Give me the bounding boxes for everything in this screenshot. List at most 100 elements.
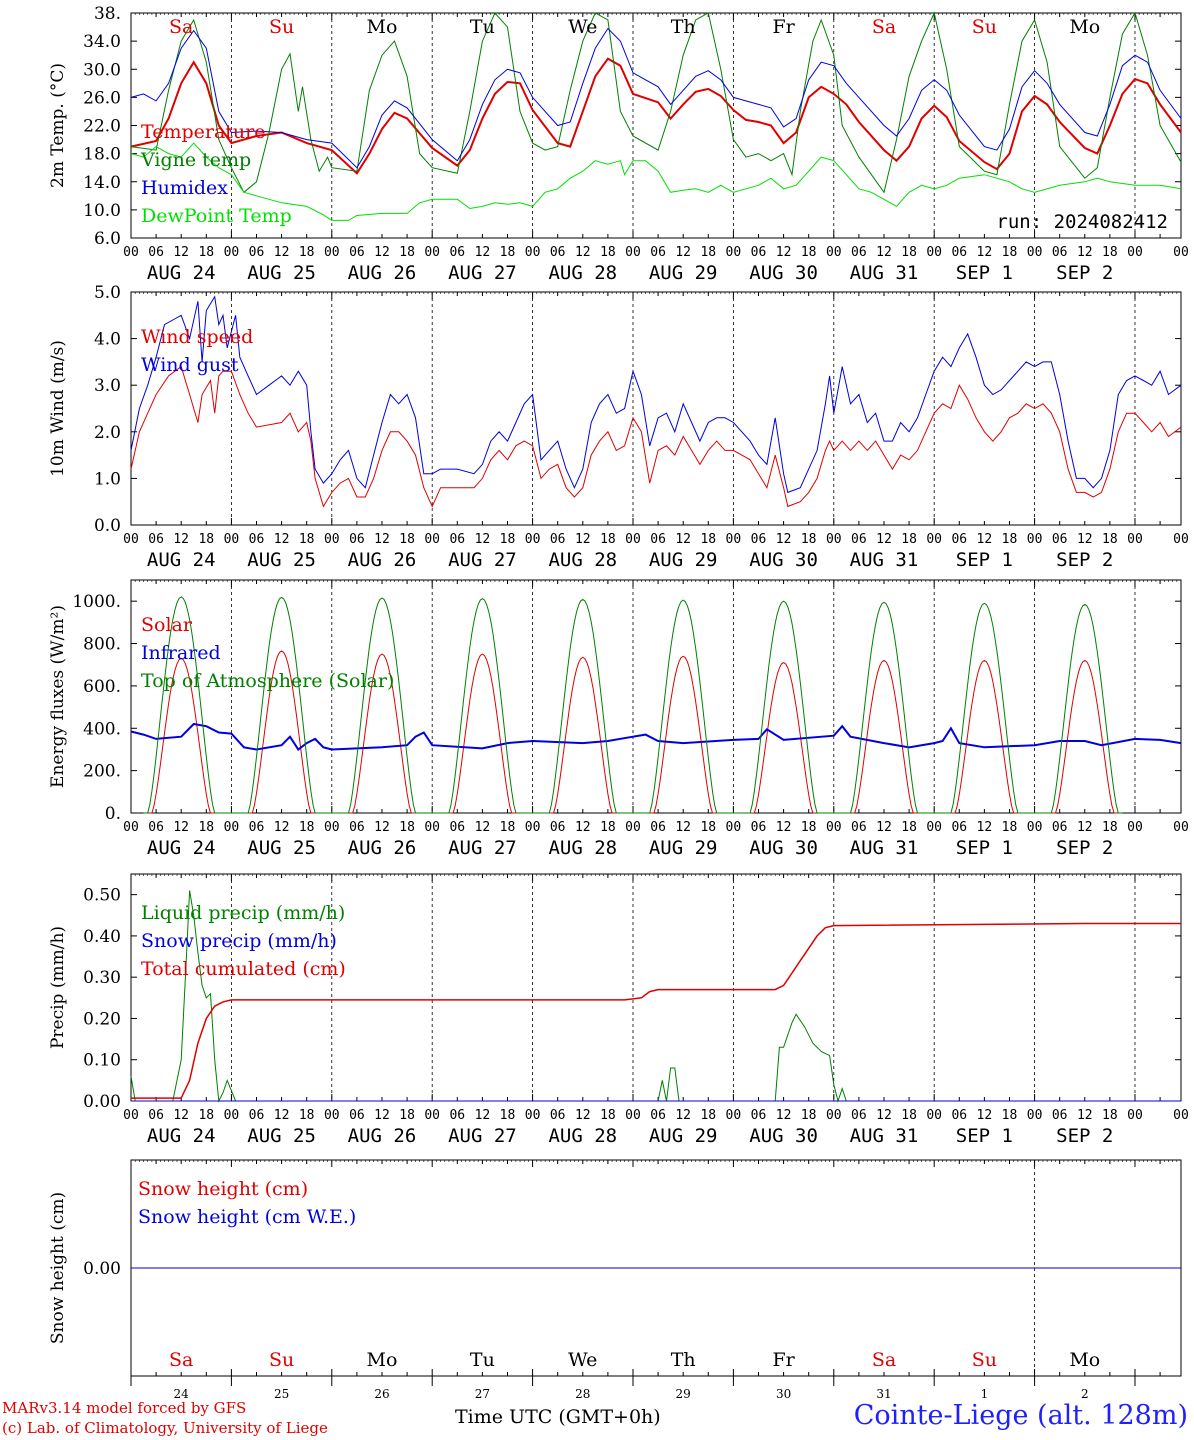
x-hour-label: 00 <box>424 820 440 835</box>
y-tick-label: 800. <box>83 635 121 655</box>
x-hour-label: 18 <box>1102 1108 1118 1123</box>
x-hour-label: 18 <box>700 820 716 835</box>
x-hour-label: 00 <box>1127 1108 1143 1123</box>
x-hour-label: 18 <box>901 820 917 835</box>
x-hour-label: 00 <box>926 245 942 260</box>
x-hour-label: 18 <box>399 532 415 547</box>
x-hour-label: 00 <box>625 1108 641 1123</box>
x-hour-label: 06 <box>1052 532 1068 547</box>
x-date-label: AUG 29 <box>649 1125 718 1147</box>
y-axis-label: Precip (mm/h) <box>48 926 68 1049</box>
x-hour-label: 06 <box>951 1108 967 1123</box>
legend-entry: Total cumulated (cm) <box>141 958 346 980</box>
day-number-label: 31 <box>876 1387 891 1401</box>
x-hour-label: 18 <box>299 820 315 835</box>
x-hour-label: 18 <box>500 1108 516 1123</box>
x-hour-label: 06 <box>851 1108 867 1123</box>
x-hour-label: 12 <box>173 820 189 835</box>
x-hour-label: 06 <box>1052 245 1068 260</box>
x-date-label: AUG 29 <box>649 262 718 284</box>
x-hour-label: 18 <box>901 1108 917 1123</box>
x-hour-label: 00 <box>826 820 842 835</box>
legend-entry: Solar <box>141 614 193 636</box>
x-hour-label: 12 <box>977 1108 993 1123</box>
x-hour-label: 06 <box>349 532 365 547</box>
x-hour-label: 00 <box>224 532 240 547</box>
x-hour-label: 12 <box>776 1108 792 1123</box>
x-hour-label: 06 <box>449 532 465 547</box>
x-hour-label: 12 <box>575 1108 591 1123</box>
legend-entry: Humidex <box>141 177 228 199</box>
y-tick-label: 14.0 <box>83 173 121 193</box>
legend-entry: Snow precip (mm/h) <box>141 930 337 952</box>
x-date-label: SEP 2 <box>1056 549 1113 571</box>
x-hour-label: 18 <box>801 245 817 260</box>
station-name: Cointe-Liege (alt. 128m) <box>853 1400 1188 1431</box>
x-hour-label: 00 <box>926 532 942 547</box>
x-hour-label: 18 <box>600 532 616 547</box>
x-hour-label: 12 <box>575 532 591 547</box>
x-hour-label: 18 <box>1102 245 1118 260</box>
panel-frame-3 <box>130 579 1182 814</box>
credit-lab: (c) Lab. of Climatology, University of L… <box>2 1419 328 1437</box>
x-hour-label: 06 <box>449 245 465 260</box>
y-axis-label: Energy fluxes (W/m²) <box>48 605 68 788</box>
y-tick-label: 400. <box>83 719 121 739</box>
x-hour-label: 12 <box>876 820 892 835</box>
x-hour-label: 06 <box>249 532 265 547</box>
x-date-label: AUG 30 <box>749 549 818 571</box>
x-hour-label: 12 <box>876 532 892 547</box>
x-date-label: AUG 24 <box>147 837 216 859</box>
x-hour-label: 06 <box>349 1108 365 1123</box>
x-hour-label: 00 <box>826 532 842 547</box>
x-date-label: SEP 1 <box>956 1125 1013 1147</box>
y-axis-label: Snow height (cm) <box>48 1192 68 1344</box>
day-number-label: 25 <box>274 1387 289 1401</box>
x-hour-label: 12 <box>776 245 792 260</box>
x-hour-label: 00 <box>224 1108 240 1123</box>
weekday-label-top: Th <box>671 16 696 38</box>
x-hour-label: 00 <box>525 1108 541 1123</box>
weekday-label-top: Sa <box>872 16 896 38</box>
x-hour-label: 12 <box>475 1108 491 1123</box>
series-temperature <box>130 57 1182 175</box>
x-hour-label: 00 <box>625 532 641 547</box>
y-tick-label: 0.10 <box>83 1051 121 1071</box>
x-date-label: AUG 24 <box>147 549 216 571</box>
x-hour-label: 12 <box>675 532 691 547</box>
x-hour-label: 06 <box>449 1108 465 1123</box>
y-tick-label: 200. <box>83 762 121 782</box>
x-hour-label: 06 <box>751 532 767 547</box>
x-hour-label: 12 <box>475 532 491 547</box>
x-hour-label: 00 <box>525 820 541 835</box>
series-top-of-atmosphere-solar- <box>143 596 1123 814</box>
x-hour-label: 06 <box>851 532 867 547</box>
x-hour-label: 00 <box>1173 532 1189 547</box>
weekday-label-bottom: We <box>568 1349 597 1371</box>
weekday-label-top: Sa <box>169 16 193 38</box>
x-hour-label: 18 <box>299 245 315 260</box>
x-date-label: AUG 31 <box>850 549 919 571</box>
x-hour-label: 12 <box>575 245 591 260</box>
y-tick-label: 6.0 <box>94 229 121 249</box>
x-hour-label: 06 <box>751 820 767 835</box>
x-date-label: AUG 30 <box>749 1125 818 1147</box>
x-hour-label: 18 <box>198 1108 214 1123</box>
x-hour-label: 00 <box>123 245 139 260</box>
y-tick-label: 600. <box>83 677 121 697</box>
legend-entry: Vigne temp <box>140 149 251 171</box>
day-number-label: 24 <box>174 1387 190 1401</box>
x-hour-label: 12 <box>475 820 491 835</box>
x-hour-label: 00 <box>1027 532 1043 547</box>
x-hour-label: 06 <box>650 820 666 835</box>
y-tick-label: 22.0 <box>83 117 121 137</box>
weekday-label-bottom: Su <box>269 1349 294 1371</box>
legend-entry: Snow height (cm W.E.) <box>138 1206 356 1228</box>
x-hour-label: 18 <box>299 532 315 547</box>
series-wind-speed <box>130 365 1182 508</box>
x-hour-label: 00 <box>826 245 842 260</box>
x-hour-label: 06 <box>349 245 365 260</box>
weekday-label-top: Tu <box>470 16 495 38</box>
x-date-label: AUG 25 <box>247 1125 316 1147</box>
